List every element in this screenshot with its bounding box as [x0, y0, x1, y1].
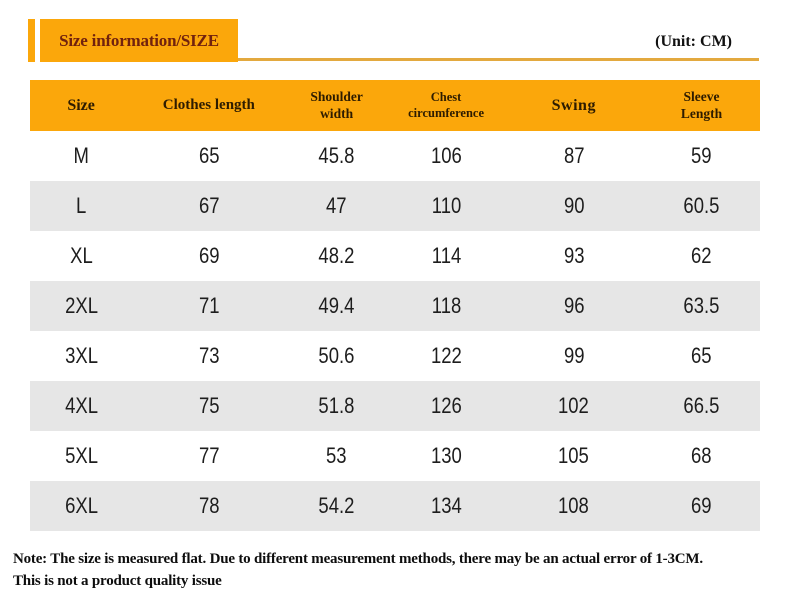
- table-header-row: Size Clothes length Shoulder width Chest…: [30, 80, 760, 131]
- value-cell: 63.5: [683, 293, 720, 318]
- value-cell: 106: [430, 143, 462, 168]
- column-header-sleeve-length: Sleeve Length: [680, 88, 723, 121]
- value-cell: 67: [198, 193, 220, 218]
- column-header-size: Size: [67, 96, 95, 114]
- unit-label: (Unit: CM): [655, 33, 732, 50]
- value-cell: 60.5: [683, 193, 720, 218]
- column-header-shoulder-width: Shoulder width: [310, 88, 363, 121]
- value-cell: 102: [558, 393, 590, 418]
- value-cell: 59: [691, 143, 712, 168]
- size-cell: 2XL: [64, 293, 98, 318]
- table-row: 4XL 75 51.8 126 102 66.5: [30, 381, 760, 431]
- value-cell: 48.2: [318, 243, 355, 268]
- table-row: 2XL 71 49.4 118 96 63.5: [30, 281, 760, 331]
- value-cell: 66.5: [683, 393, 720, 418]
- value-cell: 108: [558, 493, 590, 518]
- value-cell: 90: [563, 193, 585, 218]
- table-row: 6XL 78 54.2 134 108 69: [30, 481, 760, 531]
- table-row: XL 69 48.2 114 93 62: [30, 231, 760, 281]
- value-cell: 53: [326, 443, 347, 468]
- value-cell: 99: [563, 343, 585, 368]
- size-cell: L: [75, 193, 87, 218]
- value-cell: 87: [563, 143, 585, 168]
- title-accent-bar: [28, 19, 35, 62]
- note-line-2: This is not a product quality issue: [13, 572, 222, 589]
- value-cell: 122: [430, 343, 462, 368]
- note-line-1: Note: The size is measured flat. Due to …: [13, 551, 703, 567]
- value-cell: 68: [691, 443, 712, 468]
- value-cell: 130: [430, 443, 462, 468]
- column-header-clothes-length: Clothes length: [162, 97, 255, 114]
- value-cell: 51.8: [318, 393, 355, 418]
- value-cell: 69: [198, 243, 220, 268]
- value-cell: 71: [198, 293, 220, 318]
- value-cell: 49.4: [318, 293, 355, 318]
- size-cell: 4XL: [64, 393, 98, 418]
- value-cell: 77: [198, 443, 220, 468]
- size-table: Size Clothes length Shoulder width Chest…: [30, 80, 760, 531]
- value-cell: 126: [430, 393, 462, 418]
- table-row: L 67 47 110 90 60.5: [30, 181, 760, 231]
- value-cell: 114: [431, 243, 461, 268]
- table-row: M 65 45.8 106 87 59: [30, 131, 760, 181]
- value-cell: 73: [198, 343, 220, 368]
- measurement-note: Note: The size is measured flat. Due to …: [13, 549, 783, 593]
- size-cell: 5XL: [64, 443, 98, 468]
- size-cell: 6XL: [64, 493, 98, 518]
- size-cell: M: [73, 143, 89, 168]
- value-cell: 110: [431, 193, 461, 218]
- value-cell: 65: [691, 343, 712, 368]
- value-cell: 69: [691, 493, 712, 518]
- table-row: 3XL 73 50.6 122 99 65: [30, 331, 760, 381]
- page-title: Size information/SIZE: [59, 30, 219, 50]
- value-cell: 134: [430, 493, 462, 518]
- value-cell: 47: [326, 193, 347, 218]
- header-divider-line: [238, 58, 759, 61]
- value-cell: 93: [563, 243, 585, 268]
- value-cell: 45.8: [318, 143, 355, 168]
- column-header-swing: Swing: [551, 96, 596, 114]
- value-cell: 118: [431, 293, 461, 318]
- size-table-body: M 65 45.8 106 87 59 L 67 47 110 90 60.5 XL 69 48.2 114 9…: [30, 131, 760, 531]
- value-cell: 50.6: [318, 343, 355, 368]
- value-cell: 96: [563, 293, 585, 318]
- value-cell: 65: [198, 143, 220, 168]
- column-header-chest-circumference: Chest circumference: [408, 89, 485, 120]
- size-cell: 3XL: [64, 343, 98, 368]
- value-cell: 54.2: [318, 493, 355, 518]
- value-cell: 105: [558, 443, 590, 468]
- value-cell: 62: [691, 243, 712, 268]
- table-row: 5XL 77 53 130 105 68: [30, 431, 760, 481]
- size-cell: XL: [69, 243, 93, 268]
- value-cell: 78: [198, 493, 220, 518]
- value-cell: 75: [198, 393, 220, 418]
- section-title-tab: Size information/SIZE: [40, 19, 238, 62]
